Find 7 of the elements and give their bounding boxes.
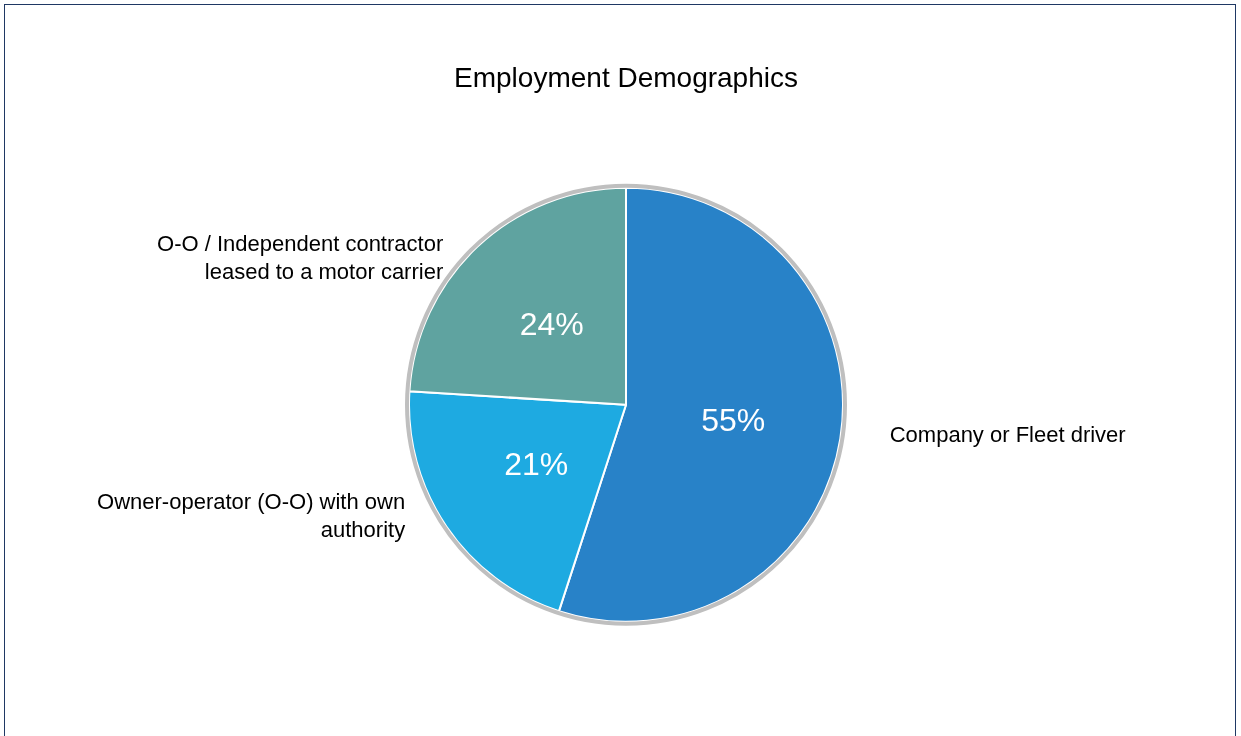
slice-label: O-O / Independent contractor leased to a motor carrier bbox=[157, 230, 444, 284]
data-label: 55% bbox=[701, 401, 766, 438]
slice-label: Company or Fleet driver bbox=[889, 422, 1126, 448]
chart-title: Employment Demographics bbox=[454, 61, 798, 93]
slice-label: Owner-operator (O-O) with own authority bbox=[97, 489, 406, 543]
data-label: 21% bbox=[504, 445, 569, 482]
data-label: 24% bbox=[519, 305, 584, 342]
